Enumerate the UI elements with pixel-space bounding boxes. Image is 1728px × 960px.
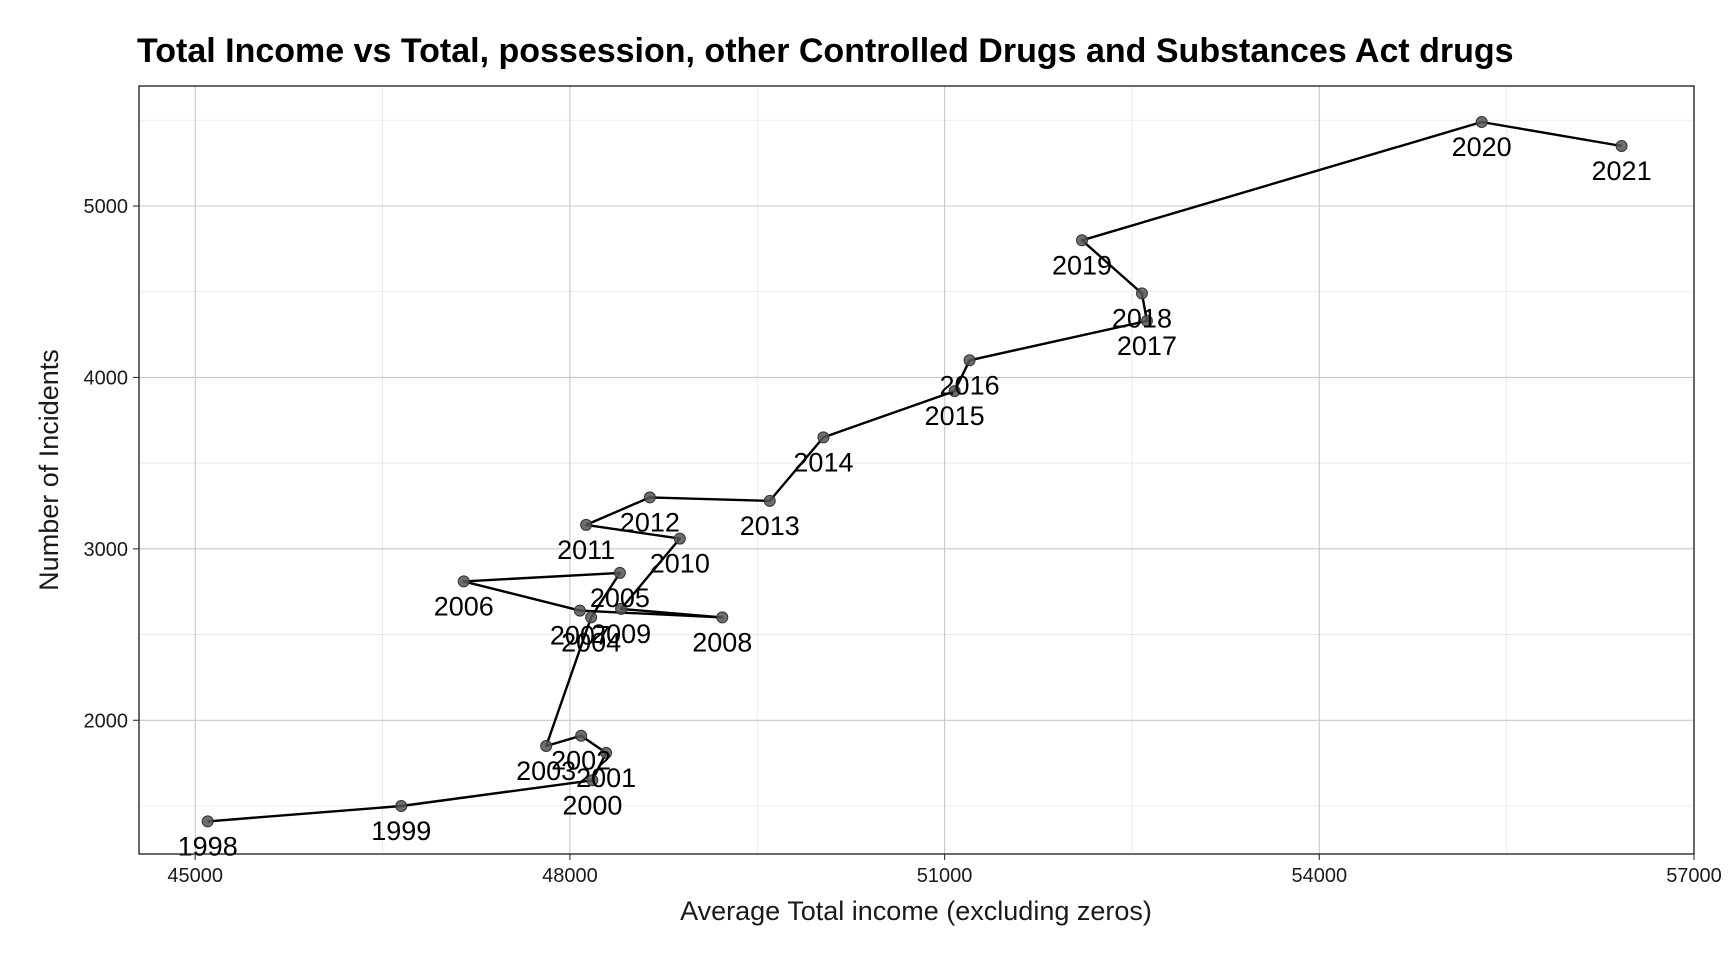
data-point-2017 <box>1140 314 1153 327</box>
data-point-2014 <box>817 431 830 444</box>
point-label-2004: 2004 <box>561 627 621 657</box>
x-tick-label: 57000 <box>1666 865 1722 887</box>
point-label-2005: 2005 <box>590 583 650 613</box>
point-label-2002: 2002 <box>551 746 611 776</box>
data-point-2011 <box>580 518 593 531</box>
point-label-2000: 2000 <box>562 790 622 820</box>
data-point-2001 <box>600 746 613 759</box>
data-point-2008 <box>716 611 729 624</box>
data-point-2019 <box>1075 234 1088 247</box>
point-label-2006: 2006 <box>434 591 494 621</box>
point-label-2008: 2008 <box>692 627 752 657</box>
data-point-2013 <box>763 494 776 507</box>
x-axis: 45000 48000 51000 54000 57000 <box>167 854 1722 887</box>
point-label-2019: 2019 <box>1052 250 1112 280</box>
grid <box>139 86 1695 854</box>
point-label-2014: 2014 <box>793 447 853 477</box>
chart-title: Total Income vs Total, possession, other… <box>137 32 1514 70</box>
y-tick-label: 4000 <box>84 367 129 389</box>
data-point-2020 <box>1475 116 1488 128</box>
y-tick-label: 3000 <box>84 539 129 561</box>
point-label-2003: 2003 <box>516 756 576 786</box>
point-label-2016: 2016 <box>940 370 1000 400</box>
x-axis-title: Average Total income (excluding zeros) <box>680 896 1152 926</box>
data-point-2009 <box>615 602 628 615</box>
y-tick-label: 2000 <box>84 710 129 732</box>
data-point-1999 <box>395 800 408 812</box>
data-point-1998 <box>201 815 214 828</box>
x-tick-label: 54000 <box>1291 865 1347 887</box>
data-point-2012 <box>643 491 656 504</box>
data-point-2003 <box>540 740 553 752</box>
data-point-2007 <box>573 604 586 617</box>
x-tick-label: 51000 <box>917 865 973 887</box>
data-point-2004 <box>585 611 598 624</box>
point-label-2021: 2021 <box>1592 156 1652 186</box>
data-point-2006 <box>457 575 470 588</box>
y-axis: 2000 3000 4000 5000 <box>84 196 139 732</box>
plot-panel <box>138 85 1695 855</box>
point-label-2001: 2001 <box>576 763 636 793</box>
point-label-2020: 2020 <box>1452 132 1512 162</box>
data-point-2015 <box>948 385 961 398</box>
point-label-2015: 2015 <box>925 401 985 431</box>
point-label-1999: 1999 <box>371 816 431 846</box>
point-label-2018: 2018 <box>1112 303 1172 333</box>
y-axis-title: Number of Incidents <box>34 349 64 591</box>
data-point-2005 <box>613 566 626 579</box>
data-point-2010 <box>673 532 686 545</box>
series-line <box>207 120 1622 823</box>
point-label-2009: 2009 <box>591 619 651 649</box>
data-point-2021 <box>1615 140 1628 152</box>
point-label-1998: 1998 <box>178 831 238 861</box>
x-tick-label: 45000 <box>167 865 223 887</box>
x-tick-label: 48000 <box>542 865 598 887</box>
data-point-2018 <box>1135 287 1148 300</box>
point-label-2017: 2017 <box>1117 331 1177 361</box>
data-point-2002 <box>575 729 588 742</box>
data-point-2016 <box>963 354 976 367</box>
point-label-2011: 2011 <box>557 535 615 565</box>
point-label-2007: 2007 <box>550 621 610 651</box>
point-label-2010: 2010 <box>650 549 710 579</box>
data-points <box>201 116 1628 828</box>
point-label-2013: 2013 <box>740 511 800 541</box>
series-path <box>207 120 1622 823</box>
y-tick-label: 5000 <box>84 196 129 218</box>
data-point-2000 <box>586 774 599 787</box>
point-label-2012: 2012 <box>620 507 680 537</box>
